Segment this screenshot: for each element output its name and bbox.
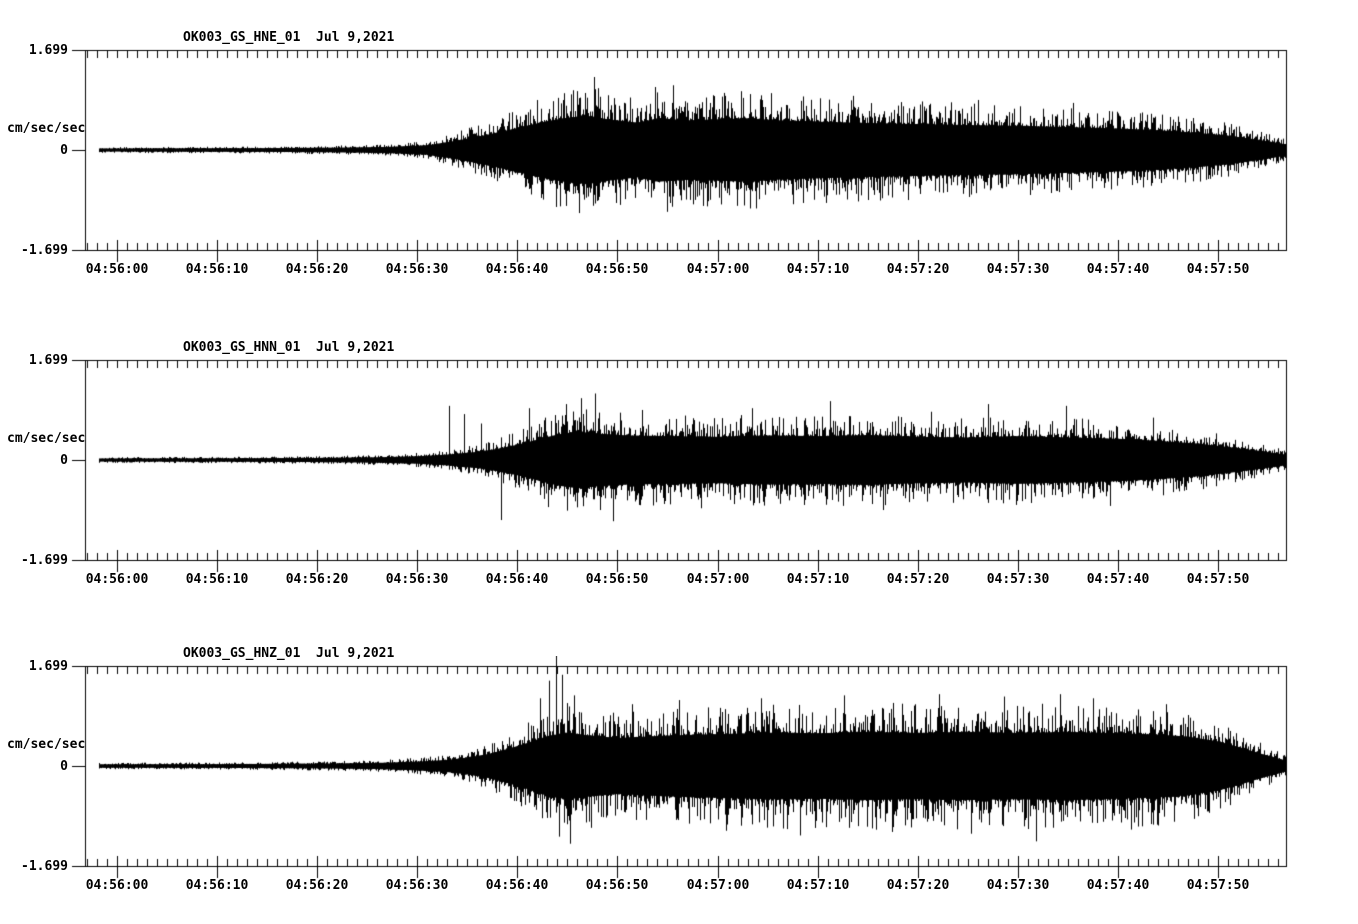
- x-tick-label: 04:57:10: [786, 572, 850, 587]
- x-tick-label: 04:56:40: [485, 572, 549, 587]
- x-tick-label: 04:57:40: [1086, 878, 1150, 893]
- x-tick-label: 04:57:20: [886, 878, 950, 893]
- y-axis-min-label: -1.699: [21, 553, 68, 568]
- x-tick-label: 04:57:50: [1186, 878, 1250, 893]
- x-tick-label: 04:56:30: [385, 572, 449, 587]
- x-tick-label: 04:56:10: [185, 572, 249, 587]
- x-tick-label: 04:57:00: [686, 262, 750, 277]
- x-tick-label: 04:57:20: [886, 572, 950, 587]
- trace-canvas-hnn: [60, 350, 1297, 584]
- x-tick-label: 04:56:50: [585, 572, 649, 587]
- x-tick-label: 04:56:40: [485, 262, 549, 277]
- y-axis-max-label: 1.699: [28, 659, 68, 674]
- x-tick-label: 04:56:00: [85, 572, 149, 587]
- x-tick-label: 04:56:20: [285, 572, 349, 587]
- y-axis-min-label: -1.699: [21, 859, 68, 874]
- y-axis-max-label: 1.699: [28, 353, 68, 368]
- y-axis-max-label: 1.699: [28, 43, 68, 58]
- x-tick-label: 04:56:00: [85, 262, 149, 277]
- y-axis-zero-label: 0: [0, 143, 68, 158]
- x-tick-label: 04:57:30: [986, 878, 1050, 893]
- x-tick-label: 04:56:00: [85, 878, 149, 893]
- y-axis-zero-label: 0: [0, 453, 68, 468]
- y-axis-min-label: -1.699: [21, 243, 68, 258]
- x-tick-label: 04:57:50: [1186, 262, 1250, 277]
- x-tick-label: 04:56:30: [385, 262, 449, 277]
- trace-canvas-hnz: [60, 656, 1297, 890]
- x-tick-label: 04:57:00: [686, 878, 750, 893]
- x-tick-label: 04:57:20: [886, 262, 950, 277]
- x-tick-label: 04:56:50: [585, 878, 649, 893]
- x-tick-label: 04:57:40: [1086, 572, 1150, 587]
- x-tick-label: 04:57:30: [986, 572, 1050, 587]
- x-tick-label: 04:57:10: [786, 262, 850, 277]
- x-tick-label: 04:57:40: [1086, 262, 1150, 277]
- x-tick-label: 04:57:10: [786, 878, 850, 893]
- x-tick-label: 04:56:20: [285, 878, 349, 893]
- y-axis-zero-label: 0: [0, 759, 68, 774]
- x-tick-label: 04:56:10: [185, 262, 249, 277]
- x-tick-label: 04:57:30: [986, 262, 1050, 277]
- x-tick-label: 04:56:10: [185, 878, 249, 893]
- x-tick-label: 04:56:40: [485, 878, 549, 893]
- trace-canvas-hne: [60, 40, 1297, 274]
- x-tick-label: 04:56:30: [385, 878, 449, 893]
- x-tick-label: 04:57:00: [686, 572, 750, 587]
- x-tick-label: 04:57:50: [1186, 572, 1250, 587]
- x-tick-label: 04:56:50: [585, 262, 649, 277]
- x-tick-label: 04:56:20: [285, 262, 349, 277]
